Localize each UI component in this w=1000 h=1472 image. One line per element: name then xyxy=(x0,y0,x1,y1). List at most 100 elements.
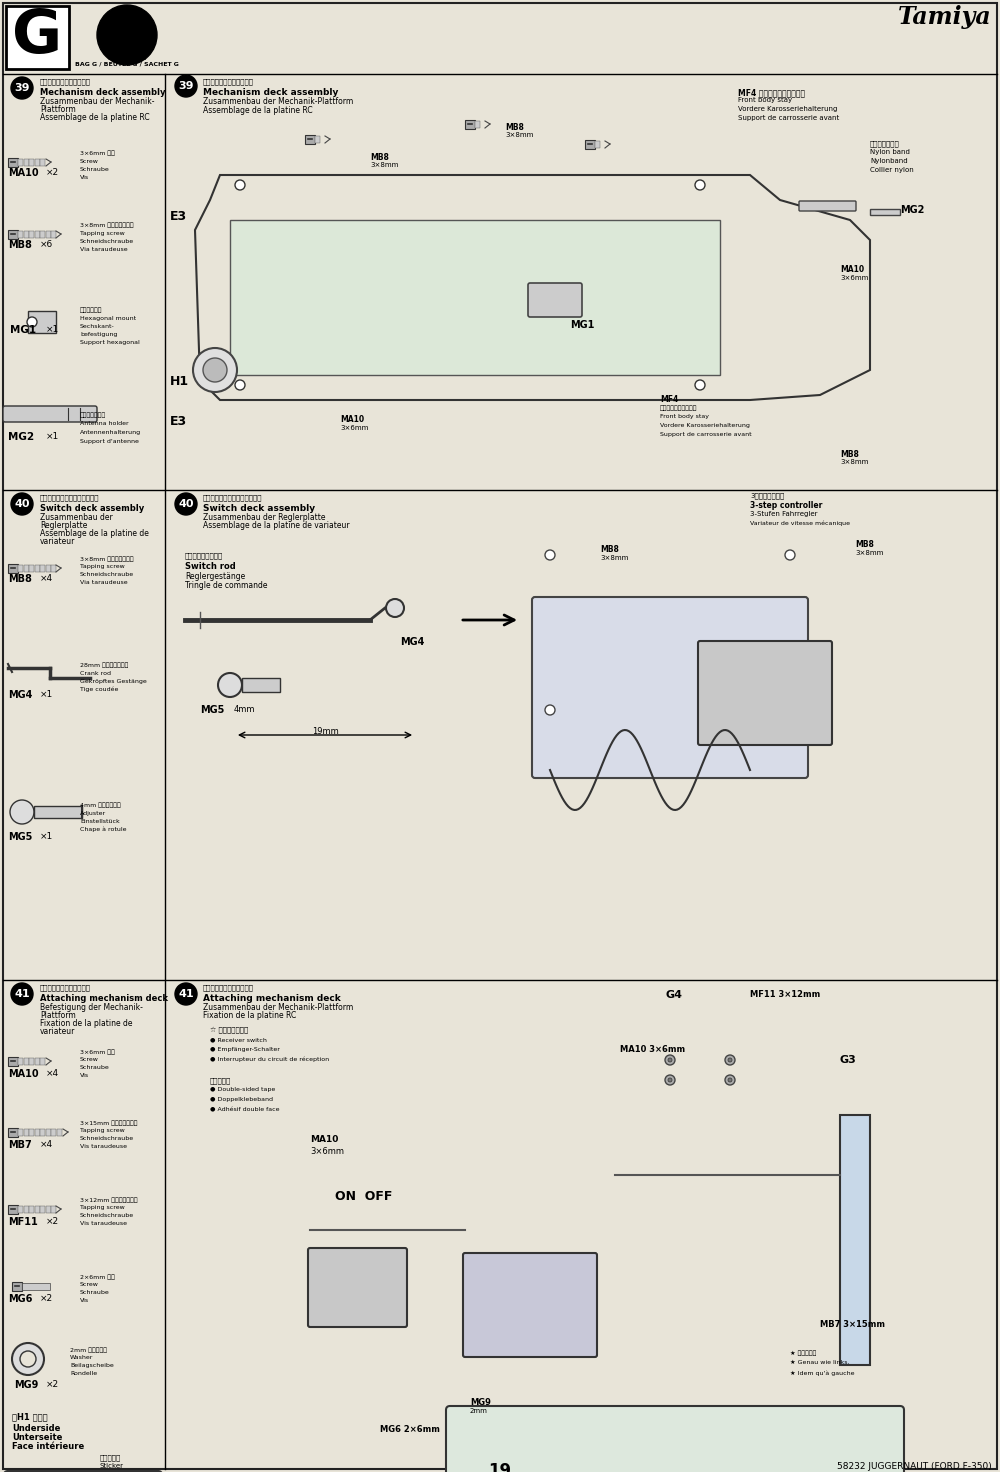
Text: Tapping screw: Tapping screw xyxy=(80,1206,125,1210)
Text: Rondelle: Rondelle xyxy=(70,1370,97,1376)
Text: Zusammenbau der Reglerplatte: Zusammenbau der Reglerplatte xyxy=(203,514,326,523)
Text: Unterseite: Unterseite xyxy=(12,1434,62,1443)
Text: MA10 3×6mm: MA10 3×6mm xyxy=(620,1045,685,1054)
Text: Switch deck assembly: Switch deck assembly xyxy=(40,503,144,514)
Text: Screw: Screw xyxy=(80,1057,99,1061)
Text: ● Receiver switch: ● Receiver switch xyxy=(210,1036,267,1042)
Text: Antenna holder: Antenna holder xyxy=(80,421,129,425)
Text: 2mm: 2mm xyxy=(470,1409,488,1415)
Text: ~: ~ xyxy=(126,26,136,37)
Text: Sticker: Sticker xyxy=(100,1463,124,1469)
Bar xyxy=(8,1128,18,1136)
Text: ×1: ×1 xyxy=(46,431,59,442)
Bar xyxy=(8,230,18,238)
Bar xyxy=(475,121,480,128)
Text: ● Double-sided tape: ● Double-sided tape xyxy=(210,1086,275,1092)
FancyBboxPatch shape xyxy=(446,1406,904,1472)
Text: MG4: MG4 xyxy=(400,637,424,648)
Text: Support de carrosserie avant: Support de carrosserie avant xyxy=(660,431,752,437)
Bar xyxy=(8,564,18,573)
Text: 〈メカデッキのとりつけ〉: 〈メカデッキのとりつけ〉 xyxy=(40,983,91,991)
Text: Crank rod: Crank rod xyxy=(80,671,111,676)
Text: Nylonband: Nylonband xyxy=(870,158,908,163)
Circle shape xyxy=(728,1078,732,1082)
Text: G3: G3 xyxy=(840,1055,857,1066)
Bar xyxy=(51,1206,56,1213)
Text: 3-step controller: 3-step controller xyxy=(750,500,822,509)
Bar xyxy=(34,1058,40,1066)
Text: Assemblage de la platine RC: Assemblage de la platine RC xyxy=(203,106,313,115)
Text: ● Doppelklebeband: ● Doppelklebeband xyxy=(210,1097,273,1103)
Text: 3×8mm: 3×8mm xyxy=(505,132,533,138)
Circle shape xyxy=(218,673,242,698)
Bar xyxy=(18,231,23,238)
Circle shape xyxy=(665,1055,675,1066)
Text: Front body stay: Front body stay xyxy=(738,97,792,103)
Text: 4mm: 4mm xyxy=(234,705,256,714)
Text: 〈メカデッキのとりつけ〉: 〈メカデッキのとりつけ〉 xyxy=(203,983,254,991)
Bar xyxy=(46,565,50,573)
Bar xyxy=(305,135,315,144)
Text: Zusammenbau der Mechanik-Plattform: Zusammenbau der Mechanik-Plattform xyxy=(203,97,353,106)
Text: ● Interrupteur du circuit de réception: ● Interrupteur du circuit de réception xyxy=(210,1057,329,1063)
Text: Schneidschraube: Schneidschraube xyxy=(80,1136,134,1141)
Text: 19: 19 xyxy=(488,1462,512,1472)
Circle shape xyxy=(12,1342,44,1375)
Text: MB7: MB7 xyxy=(8,1139,32,1150)
Bar xyxy=(29,565,34,573)
Circle shape xyxy=(175,75,197,97)
Bar xyxy=(40,231,45,238)
Text: 〈スイッチデッキのくみたて〉: 〈スイッチデッキのくみたて〉 xyxy=(40,495,100,500)
Bar xyxy=(24,159,28,166)
Bar xyxy=(29,1206,34,1213)
Text: ×4: ×4 xyxy=(40,1139,53,1150)
Text: E3: E3 xyxy=(170,415,187,428)
Circle shape xyxy=(97,4,157,65)
Circle shape xyxy=(386,599,404,617)
Text: MA10: MA10 xyxy=(8,1069,39,1079)
Circle shape xyxy=(203,358,227,383)
Text: 3×8mm: 3×8mm xyxy=(370,162,398,168)
Text: Tapping screw: Tapping screw xyxy=(80,1128,125,1133)
Bar xyxy=(8,1206,18,1214)
Text: ● Adhésif double face: ● Adhésif double face xyxy=(210,1107,280,1111)
Bar xyxy=(40,1058,45,1066)
FancyBboxPatch shape xyxy=(308,1248,407,1326)
Bar xyxy=(315,135,320,143)
Text: MG1: MG1 xyxy=(10,325,36,336)
Bar xyxy=(242,679,280,692)
Text: Vis: Vis xyxy=(80,1298,89,1303)
Bar xyxy=(24,1206,28,1213)
Bar xyxy=(595,141,600,149)
Text: 〈メカデッキのくみたて〉: 〈メカデッキのくみたて〉 xyxy=(203,78,254,84)
Bar xyxy=(29,1129,34,1136)
Text: Sechskant-: Sechskant- xyxy=(80,324,115,330)
Circle shape xyxy=(728,1058,732,1061)
Text: H1: H1 xyxy=(170,375,189,389)
Bar xyxy=(40,1129,45,1136)
Bar xyxy=(12,1282,22,1291)
Text: 3×6mm: 3×6mm xyxy=(840,275,868,281)
Text: 3×8mm: 3×8mm xyxy=(600,555,628,561)
Bar xyxy=(34,1129,40,1136)
Text: Support hexagonal: Support hexagonal xyxy=(80,340,140,344)
Text: MB8: MB8 xyxy=(8,574,32,584)
Text: ×4: ×4 xyxy=(46,1069,59,1078)
Text: Via taraudeuse: Via taraudeuse xyxy=(80,580,128,584)
Text: Face intérieure: Face intérieure xyxy=(12,1443,84,1451)
Bar xyxy=(28,311,56,333)
Bar xyxy=(51,231,56,238)
Text: Tamiya: Tamiya xyxy=(898,4,992,29)
Text: 〈スイッチロッド〉: 〈スイッチロッド〉 xyxy=(185,552,223,558)
Text: 3×8mm タッピングビス: 3×8mm タッピングビス xyxy=(80,222,134,228)
Text: 〈H1 裏面〉: 〈H1 裏面〉 xyxy=(12,1412,48,1420)
Text: Adjuster: Adjuster xyxy=(80,811,106,815)
Text: Plattform: Plattform xyxy=(40,105,76,113)
Bar xyxy=(22,1284,50,1289)
Text: 2mm ワッシャー: 2mm ワッシャー xyxy=(70,1347,107,1353)
FancyBboxPatch shape xyxy=(799,202,856,210)
Text: ×1: ×1 xyxy=(40,690,53,699)
Text: MG9: MG9 xyxy=(14,1381,38,1390)
Bar xyxy=(24,1058,28,1066)
Bar xyxy=(46,231,50,238)
